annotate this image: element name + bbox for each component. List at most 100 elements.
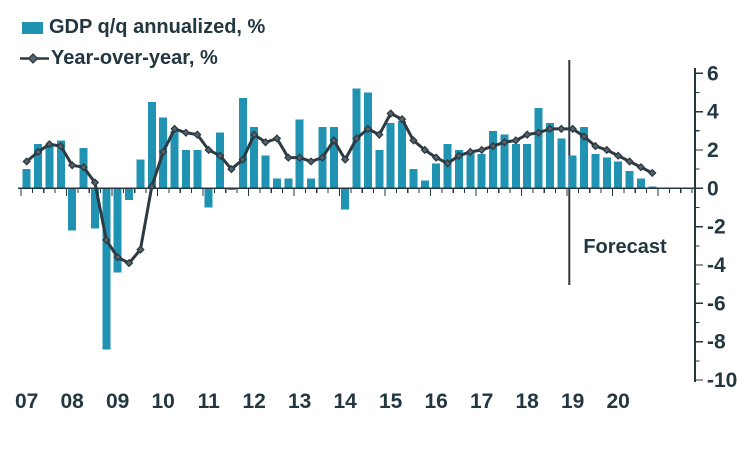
- yoy-marker-16Q3: [454, 151, 464, 160]
- line-series-label: Year-over-year, %: [51, 47, 218, 69]
- gdp-bar-07Q2: [34, 144, 43, 189]
- legend-row-line: Year-over-year, %: [20, 43, 265, 74]
- gdp-bar-20Q1: [614, 161, 623, 189]
- yoy-marker-11Q2: [215, 151, 225, 160]
- yoy-marker-08Q1: [67, 161, 77, 170]
- yoy-marker-08Q2: [79, 162, 88, 172]
- gdp-bar-18Q4: [557, 138, 566, 189]
- x-axis-year-label: 10: [152, 390, 175, 413]
- gdp-bar-09Q3: [136, 159, 145, 189]
- yoy-marker-08Q4: [102, 235, 111, 245]
- gdp-bar-19Q1: [568, 155, 577, 189]
- yoy-marker-17Q4: [511, 136, 521, 145]
- bar-series-label: GDP q/q annualized, %: [49, 16, 266, 38]
- yoy-marker-16Q2: [443, 159, 452, 168]
- gdp-bar-18Q1: [523, 144, 532, 189]
- gdp-bar-08Q4: [102, 188, 111, 350]
- yoy-marker-16Q4: [466, 147, 475, 157]
- y-axis-tick-label: -6: [707, 292, 726, 315]
- gdp-bar-12Q4: [284, 178, 293, 189]
- gdp-bar-15Q3: [409, 169, 418, 189]
- yoy-marker-20Q1: [613, 151, 623, 160]
- x-axis-year-label: 19: [561, 390, 584, 413]
- x-axis-year-label: 15: [379, 390, 403, 413]
- gdp-bar-17Q3: [500, 134, 509, 189]
- yoy-marker-13Q1: [295, 153, 304, 162]
- gdp-bar-11Q1: [204, 188, 213, 208]
- y-axis-tick-label: 4: [707, 101, 719, 124]
- x-axis-year-label: 14: [334, 390, 358, 413]
- gdp-bar-12Q1: [250, 126, 259, 189]
- yoy-marker-09Q2: [124, 258, 134, 268]
- gdp-bar-16Q4: [466, 151, 475, 189]
- yoy-marker-10Q3: [181, 128, 191, 137]
- yoy-marker-07Q2: [33, 147, 43, 157]
- y-axis-tick-label: -2: [707, 216, 726, 239]
- gdp-bar-09Q4: [147, 102, 156, 189]
- yoy-marker-12Q4: [284, 153, 293, 162]
- gdp-bar-09Q1: [113, 188, 122, 273]
- yoy-marker-19Q3: [591, 141, 600, 151]
- gdp-bar-14Q1: [341, 188, 350, 210]
- yoy-marker-14Q2: [352, 134, 361, 143]
- yoy-marker-20Q2: [625, 157, 634, 166]
- gdp-bar-14Q4: [375, 149, 384, 189]
- y-axis-tick-label: -10: [707, 369, 737, 392]
- gdp-bar-09Q2: [125, 188, 134, 200]
- yoy-marker-12Q3: [272, 134, 282, 143]
- gdp-bar-18Q3: [545, 123, 554, 189]
- yoy-marker-09Q4: [147, 182, 157, 191]
- yoy-marker-12Q2: [261, 138, 270, 147]
- yoy-marker-07Q1: [22, 157, 31, 166]
- x-axis-year-label: 20: [607, 390, 630, 413]
- gdp-bar-19Q2: [580, 126, 589, 189]
- x-axis-year-label: 08: [61, 390, 85, 413]
- yoy-marker-16Q1: [431, 153, 441, 162]
- gdp-bar-15Q2: [398, 121, 407, 189]
- gdp-bar-17Q2: [489, 130, 498, 189]
- gdp-bar-20Q2: [625, 171, 634, 189]
- gdp-bar-19Q4: [602, 157, 611, 189]
- x-axis-year-label: 13: [288, 390, 311, 413]
- forecast-annotation: Forecast: [583, 236, 667, 258]
- yoy-marker-09Q1: [113, 253, 122, 262]
- yoy-marker-19Q4: [602, 145, 612, 155]
- yoy-marker-20Q3: [636, 162, 646, 172]
- yoy-marker-15Q2: [397, 115, 407, 124]
- yoy-marker-12Q1: [249, 130, 259, 139]
- gdp-bar-07Q4: [56, 140, 65, 189]
- yoy-marker-18Q2: [534, 128, 543, 137]
- yoy-marker-15Q1: [386, 109, 395, 118]
- gdp-bar-08Q1: [68, 188, 77, 231]
- yoy-marker-18Q4: [557, 124, 566, 134]
- gdp-bar-20Q4: [648, 186, 657, 189]
- yoy-marker-11Q1: [204, 145, 213, 155]
- gdp-bar-12Q2: [261, 155, 270, 189]
- gdp-bar-13Q4: [329, 126, 338, 189]
- yoy-marker-07Q4: [56, 141, 66, 151]
- yoy-marker-17Q2: [488, 141, 498, 151]
- gdp-bar-17Q4: [511, 144, 520, 189]
- yoy-marker-11Q3: [227, 164, 236, 174]
- x-axis-year-label: 18: [516, 390, 540, 413]
- yoy-marker-10Q4: [193, 130, 202, 139]
- yoy-marker-14Q3: [363, 124, 373, 134]
- x-axis-year-label: 09: [106, 390, 129, 413]
- gdp-bar-17Q1: [477, 153, 486, 189]
- gdp-bar-10Q2: [170, 130, 179, 189]
- gdp-bar-16Q1: [432, 163, 441, 189]
- yoy-marker-13Q4: [329, 136, 339, 145]
- yoy-marker-19Q2: [579, 132, 589, 141]
- x-axis-year-label: 07: [15, 390, 38, 413]
- y-axis-tick-label: 0: [707, 177, 719, 200]
- gdp-bar-10Q3: [181, 149, 190, 189]
- gdp-bar-15Q1: [386, 123, 395, 189]
- yoy-marker-15Q4: [420, 145, 430, 155]
- yoy-marker-11Q4: [238, 155, 248, 164]
- gdp-bar-15Q4: [420, 180, 429, 189]
- gdp-bar-13Q2: [307, 178, 316, 189]
- gdp-bar-12Q3: [272, 178, 281, 189]
- yoy-marker-18Q1: [522, 130, 532, 139]
